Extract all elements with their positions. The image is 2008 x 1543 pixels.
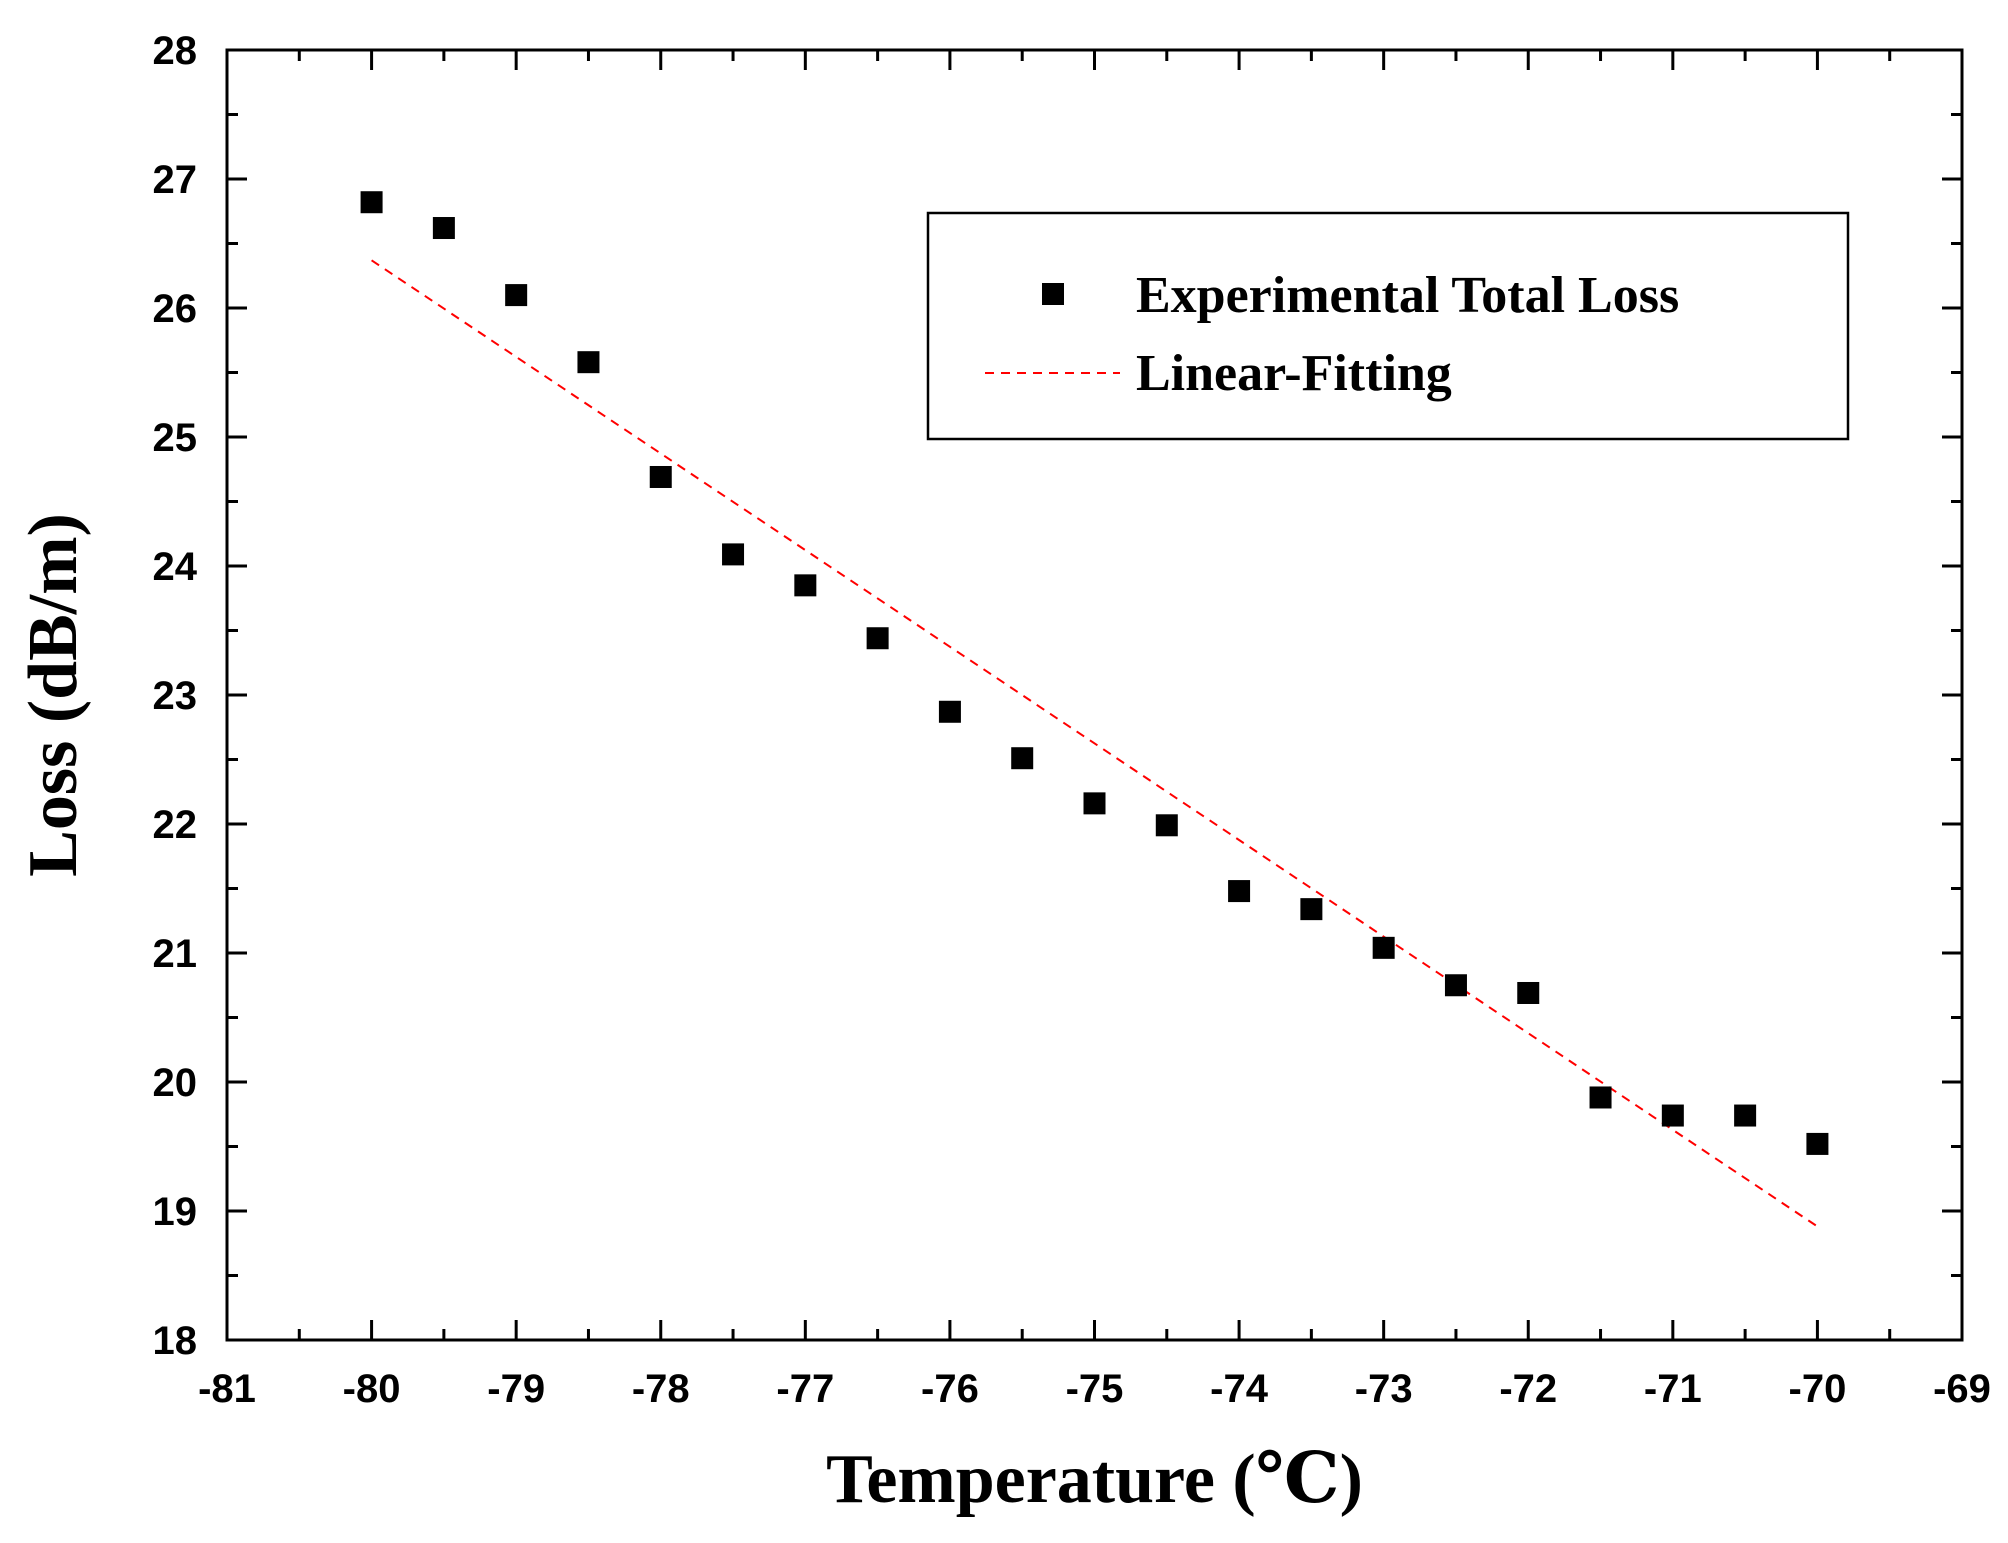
data-point — [1734, 1104, 1757, 1127]
data-point — [1517, 981, 1540, 1004]
data-point — [360, 191, 383, 214]
data-point — [1300, 898, 1323, 921]
data-point — [649, 465, 672, 488]
y-tick-label: 24 — [153, 545, 198, 589]
data-point — [722, 543, 745, 566]
x-tick-label: -78 — [632, 1367, 690, 1411]
legend-label-linear-fitting: Linear-Fitting — [1136, 345, 1452, 402]
y-axis-title: Loss (dB/m) — [15, 513, 92, 877]
y-tick-label: 23 — [153, 674, 198, 718]
x-tick-label: -80 — [343, 1367, 401, 1411]
data-point — [1806, 1132, 1829, 1155]
y-tick-label: 21 — [153, 932, 198, 976]
legend-label-experimental: Experimental Total Loss — [1136, 267, 1679, 324]
x-tick-label: -73 — [1355, 1367, 1413, 1411]
data-point — [1372, 936, 1395, 959]
data-layer — [360, 191, 1829, 1228]
y-tick-label: 28 — [153, 29, 198, 73]
legend-marker-square — [1042, 283, 1064, 305]
y-tick-label: 27 — [153, 158, 198, 202]
x-axis-title: Temperature (℃) — [826, 1441, 1363, 1518]
x-tick-label: -72 — [1499, 1367, 1557, 1411]
axis-ticks: -81 -80 -79 -78 -77 -76 -75 -74 -73 -72 -71 -70 -69 1… — [153, 29, 1991, 1411]
legend-box — [926, 211, 1850, 441]
x-tick-label: -76 — [921, 1367, 979, 1411]
y-tick-label: 19 — [153, 1190, 198, 1234]
x-tick-label: -69 — [1933, 1367, 1991, 1411]
x-tick-label: -79 — [487, 1367, 545, 1411]
y-tick-label: 22 — [153, 803, 198, 847]
x-tick-label: -77 — [776, 1367, 834, 1411]
y-tick-label: 25 — [153, 416, 198, 460]
data-point — [505, 284, 528, 307]
x-tick-label: -71 — [1644, 1367, 1702, 1411]
data-point — [432, 217, 455, 240]
data-point — [794, 574, 817, 597]
x-tick-label: -70 — [1789, 1367, 1847, 1411]
x-tick-label: -81 — [198, 1367, 256, 1411]
x-tick-label: -74 — [1210, 1367, 1269, 1411]
legend: Experimental Total Loss Linear-Fitting — [926, 211, 1850, 441]
data-point — [1589, 1086, 1612, 1109]
linear-fit-line — [371, 259, 1818, 1228]
y-tick-label: 20 — [153, 1061, 198, 1105]
x-tick-label: -75 — [1066, 1367, 1124, 1411]
y-tick-label: 18 — [153, 1319, 198, 1363]
data-point — [1083, 792, 1106, 815]
data-point — [1228, 880, 1251, 903]
data-point — [577, 351, 600, 374]
data-point — [1011, 747, 1034, 770]
data-point — [1155, 814, 1178, 837]
data-point — [1444, 974, 1467, 997]
data-point — [866, 627, 889, 650]
data-point — [938, 700, 961, 723]
y-tick-label: 26 — [153, 287, 198, 331]
data-point — [1661, 1104, 1684, 1127]
